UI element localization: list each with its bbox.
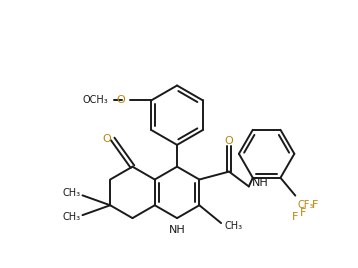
Text: CH₃: CH₃ — [62, 212, 81, 222]
Text: F: F — [292, 212, 299, 222]
Text: F: F — [300, 209, 306, 218]
Text: O: O — [102, 134, 111, 144]
Text: OCH₃: OCH₃ — [82, 95, 108, 105]
Text: CH₃: CH₃ — [62, 188, 81, 198]
Text: CH₃: CH₃ — [224, 221, 242, 231]
Text: CF₃: CF₃ — [297, 200, 314, 210]
Text: F: F — [312, 200, 318, 210]
Text: NH: NH — [169, 225, 185, 235]
Text: NH: NH — [252, 178, 268, 188]
Text: O: O — [117, 95, 126, 105]
Text: O: O — [225, 136, 233, 146]
